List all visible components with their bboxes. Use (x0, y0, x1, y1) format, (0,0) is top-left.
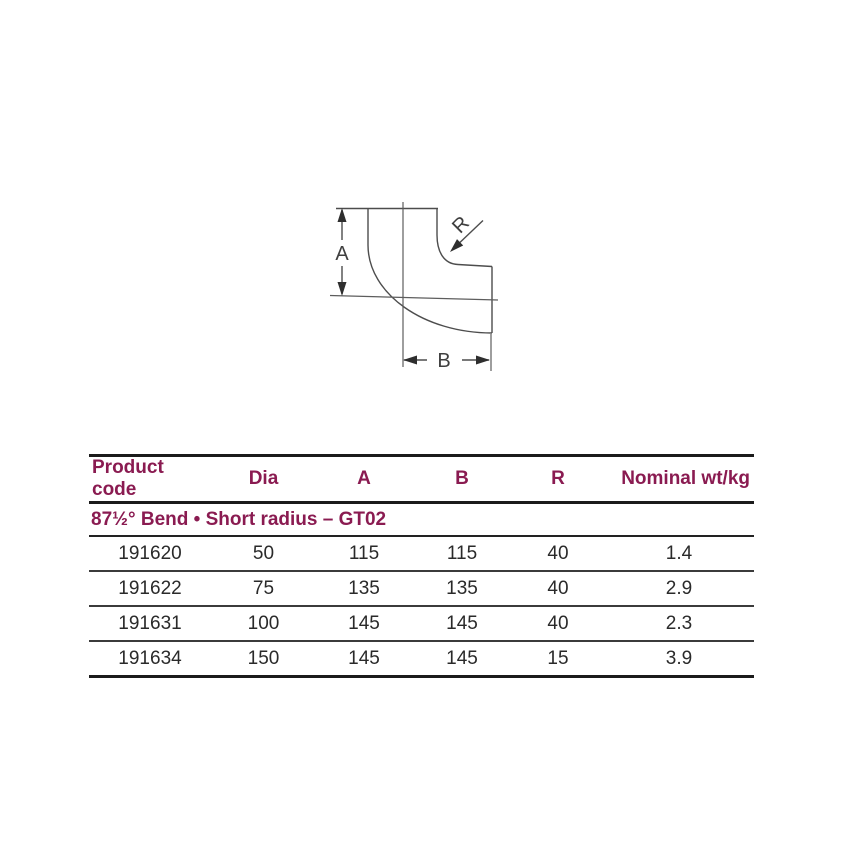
cell-dia: 75 (211, 571, 316, 607)
cell-b: 145 (446, 647, 478, 669)
column-header-b: B (412, 455, 512, 504)
section-header: 87½° Bend • Short radius – GT02 (89, 502, 754, 537)
dimension-b: B (403, 350, 490, 372)
dimension-b-label: B (437, 350, 450, 372)
table-row: 191620 50 115 115 40 1.4 (89, 536, 754, 572)
section-header-row: 87½° Bend • Short radius – GT02 (89, 502, 754, 537)
arrowhead-radius-icon (450, 239, 464, 252)
cell-nominal-wt: 1.4 (604, 536, 754, 572)
cell-r: 40 (512, 536, 604, 572)
cell-dia: 150 (247, 647, 280, 669)
column-header-product-code: Product code (89, 455, 211, 504)
header-row: Product code Dia A B R Nominal wt/kg (89, 455, 754, 504)
cell-b: 135 (412, 571, 512, 607)
cell-dia: 100 (211, 606, 316, 642)
table-row: 191634 150 145 145 15 3.9 (89, 641, 754, 677)
column-header-r: R (512, 455, 604, 504)
cell-b: 145 (412, 606, 512, 642)
arrowhead-left-icon (403, 355, 417, 365)
dimension-a-label: A (335, 243, 349, 265)
cell-nominal-wt: 2.9 (604, 571, 754, 607)
column-header-nominal-wt: Nominal wt/kg (604, 455, 754, 504)
arrowhead-right-icon (476, 355, 490, 365)
cell-dia: 50 (211, 536, 316, 572)
table-row: 191622 75 135 135 40 2.9 (89, 571, 754, 607)
cell-a: 115 (316, 536, 412, 572)
dimension-r-label: R (448, 212, 474, 238)
radius-callout: R (448, 212, 484, 252)
cell-r: 40 (512, 571, 604, 607)
arrowhead-down-icon (337, 282, 347, 296)
cell-nominal-wt: 3.9 (665, 647, 693, 669)
cell-product-code: 191634 (118, 647, 182, 669)
cell-a: 145 (316, 606, 412, 642)
cell-product-code: 191631 (89, 606, 211, 642)
cell-a: 135 (316, 571, 412, 607)
specification-table: Product code Dia A B R Nominal wt/kg 87½… (89, 454, 754, 678)
table-body: 191620 50 115 115 40 1.4 191622 75 135 1… (89, 536, 754, 677)
cell-r: 15 (547, 647, 569, 669)
extension-lines (329, 202, 499, 371)
column-header-a: A (316, 455, 412, 504)
cell-nominal-wt: 2.3 (604, 606, 754, 642)
cell-r: 40 (512, 606, 604, 642)
table-header: Product code Dia A B R Nominal wt/kg (89, 455, 754, 504)
dimension-a: A (335, 208, 349, 296)
arrowhead-up-icon (337, 208, 347, 222)
table-row: 191631 100 145 145 40 2.3 (89, 606, 754, 642)
cell-b: 115 (412, 536, 512, 572)
cell-a: 145 (348, 647, 380, 669)
cell-product-code: 191620 (89, 536, 211, 572)
cell-product-code: 191622 (89, 571, 211, 607)
column-header-dia: Dia (211, 455, 316, 504)
